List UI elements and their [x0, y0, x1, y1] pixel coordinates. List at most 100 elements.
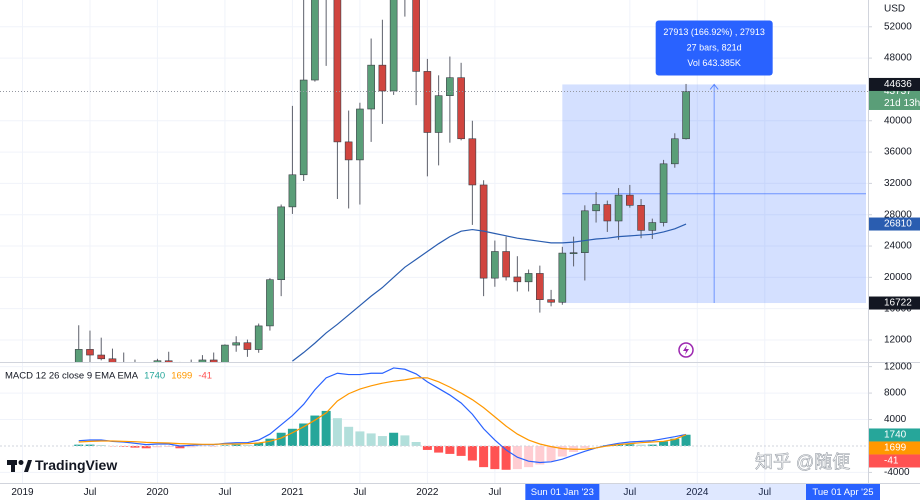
last-price-label: 43737 [884, 86, 912, 97]
histogram-bar [490, 445, 500, 470]
logo-text: TradingView [35, 457, 117, 473]
x-highlight-bg [525, 484, 600, 500]
histogram-bar [186, 445, 196, 448]
hist-value-label: -41 [884, 456, 899, 467]
x-tick-label: Jul [353, 487, 366, 498]
candle-body [344, 141, 353, 161]
histogram-bar [231, 444, 241, 446]
logo-icon [24, 460, 32, 472]
candle-body [378, 64, 387, 92]
x-tick-label: Jul [219, 487, 232, 498]
candle-body [524, 273, 533, 283]
candle-body [434, 95, 443, 133]
alert-icon-ring [678, 342, 694, 358]
candle-body [558, 252, 567, 303]
macd-legend-value: 1699 [171, 371, 192, 382]
x-tick-label: Jul [488, 487, 501, 498]
histogram-bar [377, 436, 387, 446]
candle-body [626, 194, 634, 206]
measure-tooltip-text: Vol 643.385K [687, 58, 741, 68]
histogram-bar [647, 444, 657, 446]
ema-label-bg [869, 217, 920, 231]
histogram-bar [681, 434, 691, 446]
candle-body [198, 359, 207, 362]
macd-legend-title: MACD 12 26 close 9 EMA EMA [5, 371, 139, 382]
candle-body [74, 349, 83, 362]
histogram-bar [130, 445, 140, 448]
histogram-bar [557, 445, 567, 457]
candle-body [356, 108, 364, 161]
candle-body [491, 251, 499, 279]
candle-body [603, 204, 612, 222]
measure-low-label: 16722 [884, 298, 912, 309]
logo-icon [18, 460, 24, 465]
alert-icon [678, 342, 694, 358]
histogram-bar [119, 445, 129, 447]
candle-body [682, 91, 690, 140]
candle-body [502, 251, 510, 278]
histogram-bar [389, 432, 399, 446]
y-tick-label: 12000 [884, 335, 912, 346]
macd-pane [0, 367, 868, 470]
candle-body [614, 194, 623, 222]
measure-tooltip-text: 27913 (166.92%) , 27913 [663, 27, 765, 37]
histogram-bar [546, 445, 556, 462]
candle-body [671, 138, 679, 165]
y-tick-label: -4000 [884, 467, 910, 478]
x-tick-label: Jul [84, 487, 97, 498]
y-tick-label: 40000 [884, 115, 912, 126]
measure-tooltip-text: 27 bars, 821d [687, 42, 742, 52]
histogram-bar [276, 432, 286, 446]
candle-body [86, 349, 94, 356]
histogram-bar [659, 441, 669, 446]
candle-body [333, 0, 342, 143]
countdown-label-bg [869, 96, 920, 110]
y-tick-label: 20000 [884, 272, 912, 283]
candle-body [547, 299, 555, 303]
ema-line [292, 223, 687, 362]
y-tick-label: 32000 [884, 178, 912, 189]
histogram-bar [152, 445, 162, 448]
candle-body [311, 0, 319, 81]
candle-body [108, 358, 117, 362]
y-tick-label: 8000 [884, 388, 907, 399]
histogram-bar [332, 418, 342, 446]
logo: TradingView [7, 457, 117, 473]
histogram-bar [580, 445, 590, 448]
histogram-bar [445, 445, 455, 454]
y-tick-label: 4000 [884, 414, 907, 425]
candle-body [288, 174, 297, 208]
x-tick-label: Jul [623, 487, 636, 498]
candle-body [232, 342, 240, 346]
candle-body [221, 344, 229, 362]
x-tick-label: Jul [758, 487, 771, 498]
x-tick-label: 2020 [146, 487, 169, 498]
candle-body [648, 222, 657, 231]
histogram-bar [344, 426, 354, 446]
candle-body [423, 71, 432, 133]
candle-body [637, 205, 645, 231]
candle-body [266, 279, 274, 327]
histogram-bar [310, 415, 320, 446]
axis-range-highlight [562, 484, 866, 500]
histogram-bar [535, 445, 545, 465]
macd-line [78, 367, 687, 464]
x-tick-label: 2021 [281, 487, 304, 498]
histogram-bar [141, 445, 151, 449]
histogram-bar [501, 445, 511, 470]
candle-body [299, 79, 308, 176]
histogram-bar [299, 423, 309, 446]
x-tick-label: 2019 [11, 487, 34, 498]
measure-tooltip [655, 20, 773, 76]
histogram-bar [265, 438, 275, 446]
histogram-bar [614, 444, 624, 446]
measure-arrow [709, 83, 719, 90]
measure-low-label-bg [869, 296, 920, 310]
y-tick-label: 52000 [884, 21, 912, 32]
histogram-bar [636, 444, 646, 446]
ema-label: 26810 [884, 219, 912, 230]
histogram-bar [321, 410, 331, 446]
candle-body [97, 354, 106, 360]
watermark: 知乎 @随便 [755, 452, 850, 472]
macd-value-label-bg [869, 428, 920, 442]
